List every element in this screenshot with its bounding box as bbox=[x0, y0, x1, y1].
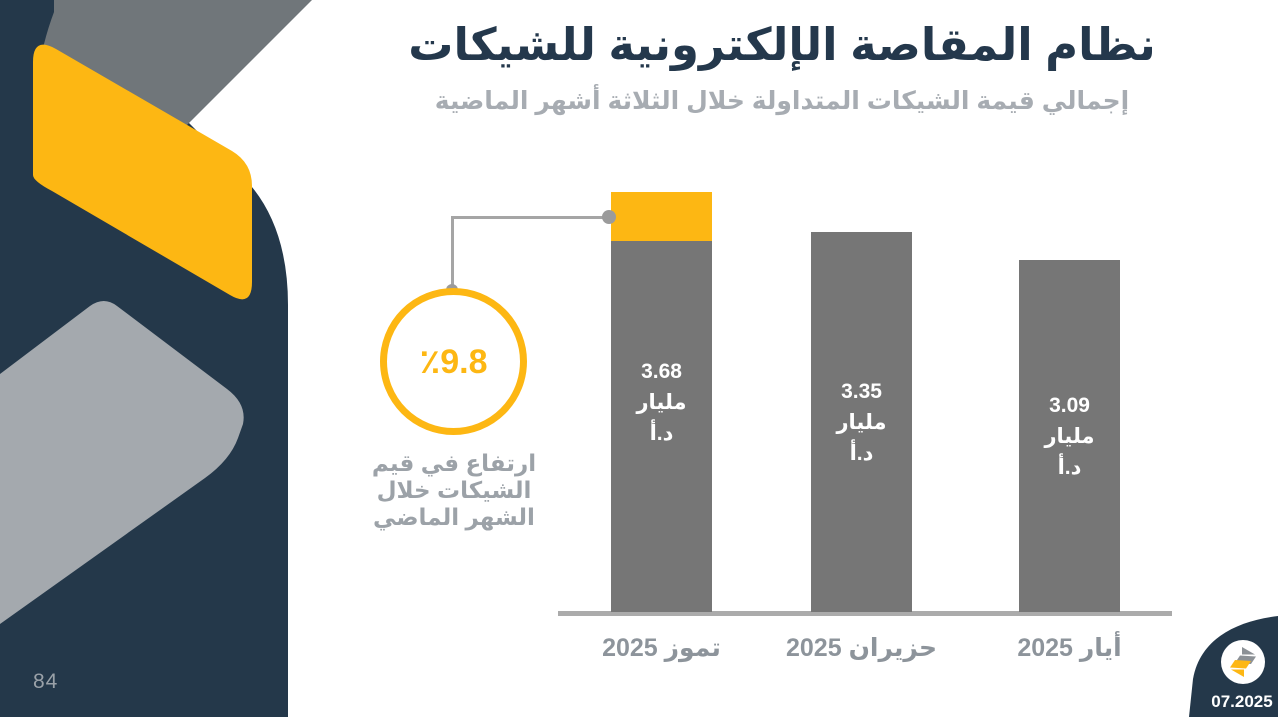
bar-1: 3.68 مليار د.أ bbox=[611, 192, 712, 612]
bar-value-label: 3.09 مليار د.أ bbox=[1044, 393, 1095, 479]
x-axis-label-2: حزيران 2025 bbox=[786, 634, 937, 662]
page-title: نظام المقاصة الإلكترونية للشيكات bbox=[408, 19, 1157, 70]
bar-3: 3.09 مليار د.أ bbox=[1019, 260, 1120, 612]
x-axis-label-3: أيار 2025 bbox=[1017, 634, 1122, 662]
increase-percentage-value: ٪9.8 bbox=[419, 342, 488, 381]
company-logo-icon bbox=[1230, 647, 1256, 677]
decorative-ribbon-graphic bbox=[0, 0, 312, 717]
bar-value-label: 3.35 مليار د.أ bbox=[836, 379, 887, 465]
ribbon-light-gray-band bbox=[0, 301, 244, 624]
increase-caption: ارتفاع في قيم الشيكات خلال الشهر الماضي bbox=[330, 450, 578, 531]
x-axis-line bbox=[558, 611, 1172, 616]
increase-percentage-circle: ٪9.8 bbox=[380, 288, 527, 435]
bar-value-label: 3.68 مليار د.أ bbox=[636, 359, 687, 445]
bar-2: 3.35 مليار د.أ bbox=[811, 232, 912, 612]
page-number: 84 bbox=[33, 670, 59, 693]
x-axis-label-1: تموز 2025 bbox=[602, 634, 721, 662]
increase-caption-line1: ارتفاع في قيم الشيكات خلال bbox=[371, 450, 537, 503]
callout-connector-vertical bbox=[451, 217, 454, 292]
connector-dot-bar-end bbox=[602, 210, 616, 224]
footer-corner-tab bbox=[1189, 616, 1278, 717]
ribbon-yellow-band bbox=[33, 44, 252, 300]
callout-connector-horizontal bbox=[451, 216, 609, 219]
increase-caption-line2: الشهر الماضي bbox=[373, 504, 535, 530]
page-subtitle: إجمالي قيمة الشيكات المتداولة خلال الثلا… bbox=[434, 87, 1130, 115]
footer-date: 07.2025 bbox=[1211, 692, 1273, 711]
bar-highlight-increase-segment bbox=[611, 192, 712, 241]
